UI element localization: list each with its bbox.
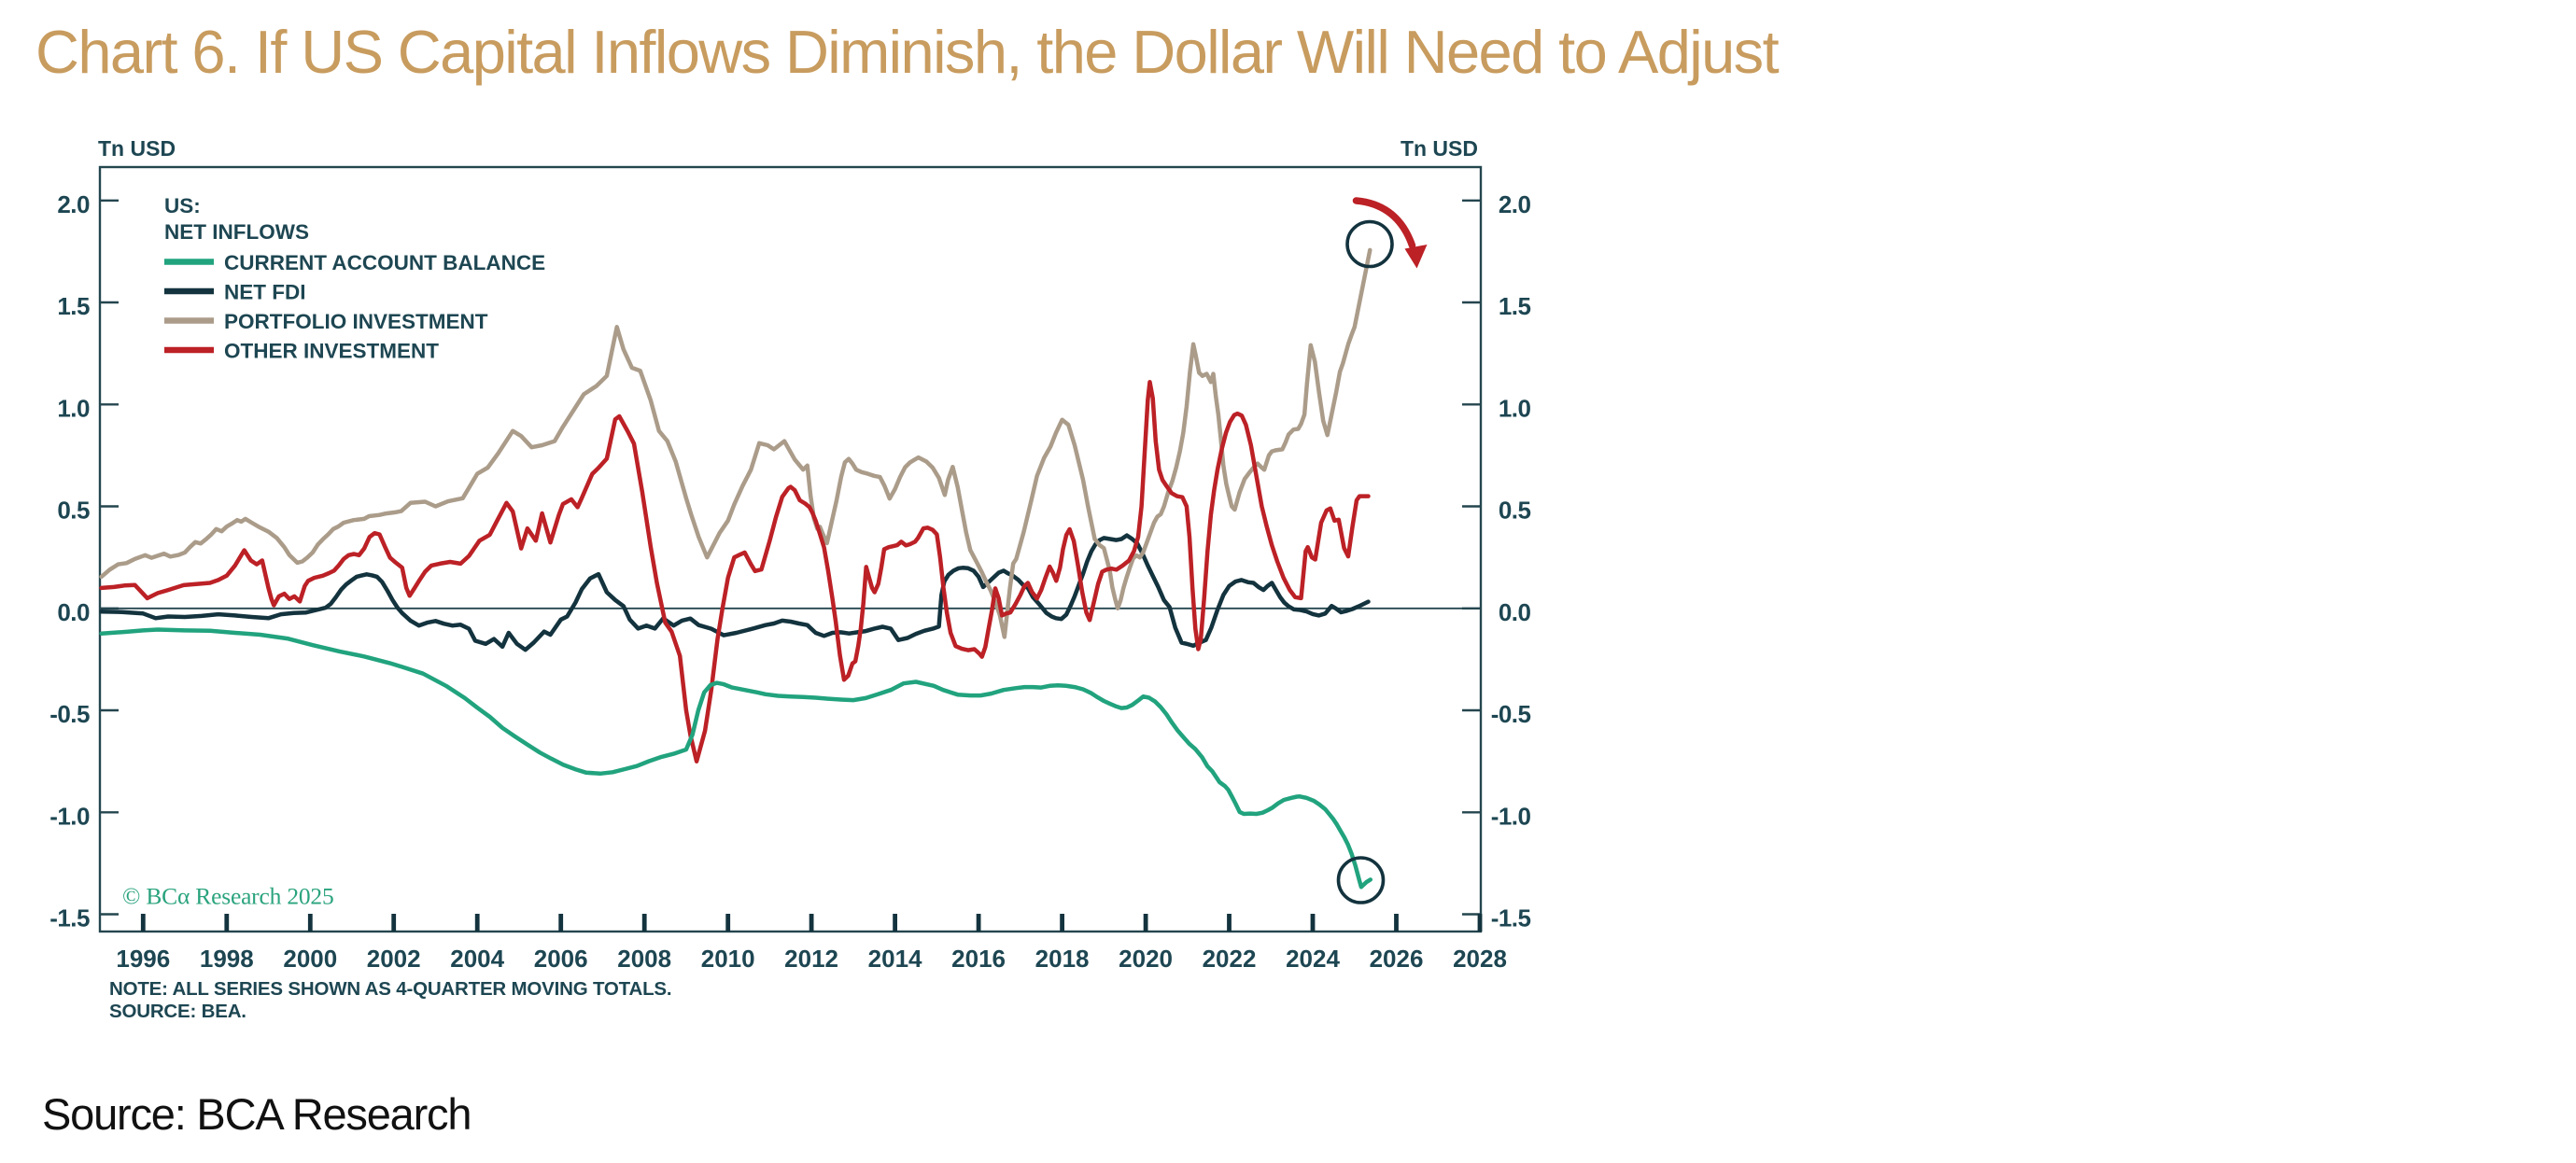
svg-text:0.5: 0.5 (1499, 497, 1531, 525)
svg-text:2012: 2012 (784, 945, 838, 973)
svg-text:2004: 2004 (450, 945, 504, 973)
svg-text:2024: 2024 (1286, 945, 1340, 973)
svg-text:SOURCE: BEA.: SOURCE: BEA. (109, 1001, 246, 1022)
svg-text:OTHER INVESTMENT: OTHER INVESTMENT (224, 340, 439, 363)
svg-text:2028: 2028 (1453, 945, 1507, 973)
svg-text:2000: 2000 (283, 945, 337, 973)
svg-text:US:: US: (164, 194, 201, 217)
svg-text:2006: 2006 (534, 945, 588, 973)
svg-text:0.0: 0.0 (57, 598, 90, 626)
svg-text:2008: 2008 (617, 945, 671, 973)
svg-text:NET INFLOWS: NET INFLOWS (164, 220, 309, 244)
svg-text:0.5: 0.5 (57, 497, 90, 525)
svg-text:0.0: 0.0 (1499, 598, 1531, 626)
svg-text:PORTFOLIO INVESTMENT: PORTFOLIO INVESTMENT (224, 310, 488, 333)
svg-text:-1.5: -1.5 (1491, 904, 1531, 932)
svg-text:2016: 2016 (951, 945, 1006, 973)
svg-text:-0.5: -0.5 (49, 700, 90, 728)
svg-text:2022: 2022 (1203, 945, 1257, 973)
svg-text:1996: 1996 (116, 945, 170, 973)
svg-text:-0.5: -0.5 (1491, 700, 1531, 728)
svg-text:-1.0: -1.0 (49, 802, 90, 830)
svg-text:2026: 2026 (1370, 945, 1424, 973)
svg-text:2014: 2014 (868, 945, 922, 973)
svg-text:1.0: 1.0 (57, 394, 90, 422)
svg-text:NET FDI: NET FDI (224, 281, 306, 304)
svg-text:1998: 1998 (200, 945, 254, 973)
svg-text:NOTE: ALL SERIES SHOWN AS 4-QU: NOTE: ALL SERIES SHOWN AS 4-QUARTER MOVI… (109, 978, 671, 1000)
svg-text:2.0: 2.0 (57, 190, 90, 218)
svg-text:Tn USD: Tn USD (98, 136, 176, 161)
svg-text:Tn USD: Tn USD (1401, 136, 1478, 161)
svg-text:1.5: 1.5 (1499, 292, 1531, 320)
svg-text:2010: 2010 (701, 945, 755, 973)
svg-text:2020: 2020 (1119, 945, 1173, 973)
svg-text:-1.0: -1.0 (1491, 802, 1531, 830)
svg-text:2018: 2018 (1035, 945, 1090, 973)
svg-text:-1.5: -1.5 (49, 904, 90, 932)
svg-text:CURRENT ACCOUNT BALANCE: CURRENT ACCOUNT BALANCE (224, 251, 545, 274)
svg-text:2002: 2002 (367, 945, 421, 973)
svg-text:1.5: 1.5 (57, 292, 90, 320)
svg-text:1.0: 1.0 (1499, 394, 1531, 422)
svg-text:© BCα Research 2025: © BCα Research 2025 (122, 883, 334, 910)
svg-text:2.0: 2.0 (1499, 190, 1531, 218)
